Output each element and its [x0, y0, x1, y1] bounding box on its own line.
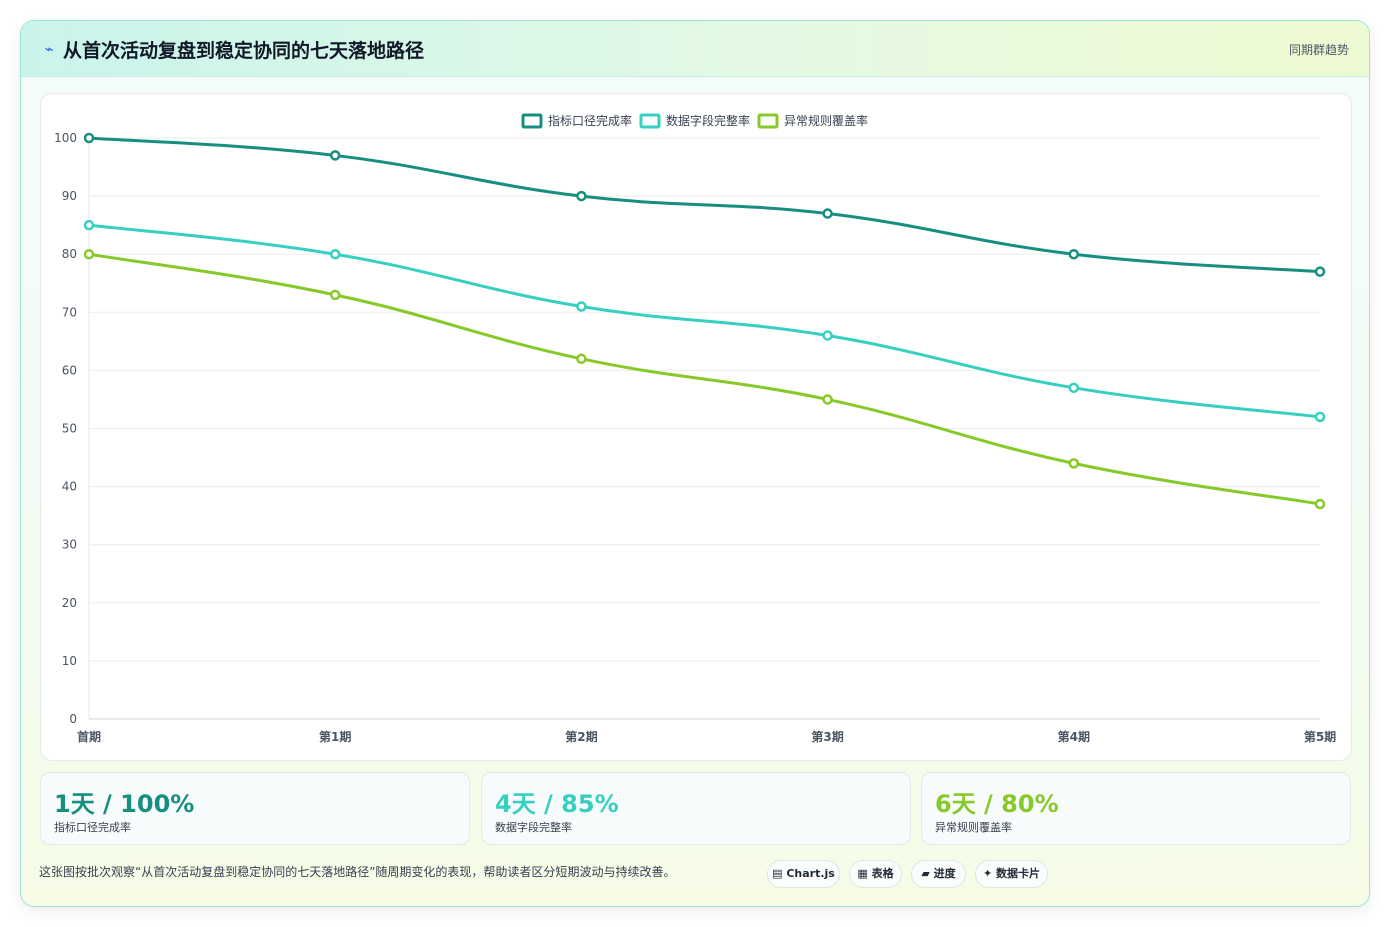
- chip-progress[interactable]: ▰ 进度: [911, 860, 966, 888]
- data-point: [1068, 382, 1080, 394]
- data-point: [1068, 248, 1080, 260]
- y-tick-label: 60: [62, 363, 77, 377]
- stat-label: 指标口径完成率: [54, 821, 131, 834]
- data-point: [329, 289, 341, 301]
- legend-label: 指标口径完成率: [548, 113, 632, 128]
- data-point: [1314, 498, 1326, 510]
- legend-swatch: [757, 113, 779, 129]
- chip-data-card[interactable]: ✦ 数据卡片: [975, 860, 1048, 888]
- y-tick-label: 0: [69, 712, 77, 726]
- stat-card: 6天 / 80% 异常规则覆盖率: [921, 772, 1351, 845]
- y-tick-label: 70: [62, 305, 77, 319]
- x-tick-label: 第3期: [811, 729, 843, 744]
- legend-swatch: [639, 113, 661, 129]
- data-point: [1314, 266, 1326, 277]
- chart-area: 0 10 20 30 40 50 60 70 80 90 100 首期 第1期 第2期 第3期 第4期 第5期 指…: [40, 93, 1352, 761]
- legend-label: 数据字段完整率: [666, 113, 750, 128]
- y-tick-label: 10: [62, 654, 77, 668]
- chip-chartjs[interactable]: ▤ Chart.js: [767, 860, 840, 888]
- x-tick-label: 第1期: [319, 729, 351, 744]
- y-tick-label: 30: [62, 538, 77, 552]
- stat-card: 4天 / 85% 数据字段完整率: [481, 772, 911, 845]
- series-line: [88, 252, 1321, 506]
- chip-table[interactable]: ▦ 表格: [849, 860, 902, 888]
- data-point: [83, 248, 95, 260]
- chart-type-tag: 同期群趋势: [1288, 43, 1349, 57]
- y-tick-label: 20: [62, 596, 77, 610]
- data-point: [822, 330, 833, 341]
- x-tick-label: 首期: [77, 729, 101, 744]
- data-point: [1068, 458, 1080, 469]
- card-title: 从首次活动复盘到稳定协同的七天落地路径: [63, 40, 425, 62]
- data-point: [576, 190, 587, 202]
- data-point: [83, 219, 95, 231]
- data-point: [1314, 411, 1326, 423]
- data-point: [83, 132, 95, 144]
- x-tick-label: 第5期: [1304, 729, 1336, 744]
- data-point: [329, 150, 341, 161]
- stat-label: 数据字段完整率: [495, 821, 572, 834]
- series-line: [88, 223, 1321, 419]
- y-tick-label: 80: [62, 247, 77, 261]
- card-header: ⌁ 从首次活动复盘到稳定协同的七天落地路径 同期群趋势: [21, 21, 1369, 77]
- legend-swatch: [521, 113, 543, 129]
- data-point: [576, 301, 587, 312]
- y-tick-label: 50: [62, 422, 77, 436]
- legend-label: 异常规则覆盖率: [784, 113, 868, 128]
- footer-description: 这张图按批次观察“从首次活动复盘到稳定协同的七天落地路径”随周期变化的表现，帮助…: [39, 865, 676, 879]
- data-point: [822, 394, 833, 405]
- bolt-icon: ⌁: [44, 40, 54, 58]
- x-tick-label: 第4期: [1058, 729, 1090, 744]
- series-line: [88, 136, 1321, 274]
- y-tick-label: 90: [62, 189, 77, 203]
- data-point: [329, 248, 341, 260]
- y-tick-label: 100: [54, 131, 77, 145]
- x-tick-label: 第2期: [565, 729, 597, 744]
- stat-value: 1天 / 100%: [54, 790, 195, 818]
- chart-card: ⌁ 从首次活动复盘到稳定协同的七天落地路径 同期群趋势 0 10 20 30 40 50 6…: [20, 20, 1370, 907]
- stat-value: 6天 / 80%: [935, 790, 1059, 818]
- data-point: [822, 208, 833, 219]
- stat-value: 4天 / 85%: [495, 790, 619, 818]
- y-tick-label: 40: [62, 480, 77, 494]
- stat-card: 1天 / 100% 指标口径完成率: [40, 772, 470, 845]
- line-chart: 0 10 20 30 40 50 60 70 80 90 100 首期 第1期 第2期 第3期 第4期 第5期 指…: [54, 113, 1336, 744]
- stat-label: 异常规则覆盖率: [935, 821, 1012, 834]
- data-point: [576, 353, 587, 365]
